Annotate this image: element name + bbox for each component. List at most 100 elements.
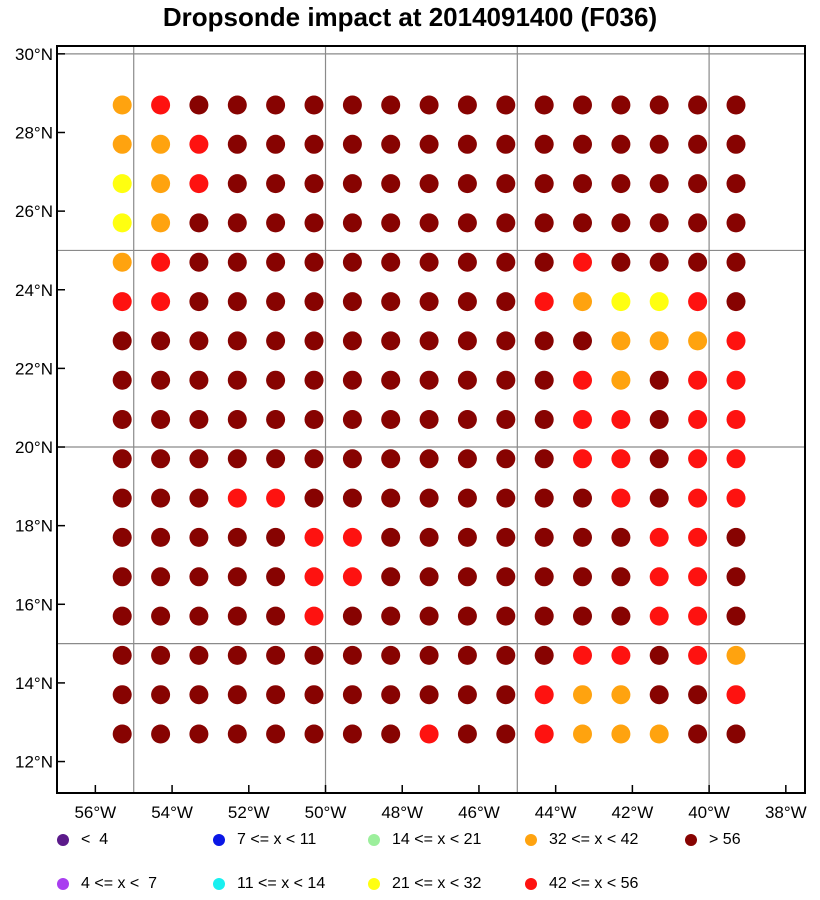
legend-swatch: [213, 834, 225, 846]
dropsonde-point: [381, 685, 401, 705]
legend-label: 32 <= x < 42: [549, 831, 639, 848]
legend-item: < 4: [57, 830, 108, 850]
dropsonde-point: [304, 527, 324, 547]
lon-tick-label: 56°W: [74, 803, 116, 822]
dropsonde-point: [419, 292, 439, 312]
dropsonde-point: [151, 331, 171, 351]
dropsonde-point: [342, 292, 362, 312]
dropsonde-point: [726, 567, 746, 587]
dropsonde-point: [649, 645, 669, 665]
lon-tick-label: 52°W: [228, 803, 270, 822]
lat-tick-label: 30°N: [15, 45, 53, 64]
dropsonde-point: [688, 174, 708, 194]
dropsonde-point: [266, 645, 286, 665]
dropsonde-point: [419, 527, 439, 547]
dropsonde-point: [534, 370, 554, 390]
dropsonde-point: [151, 252, 171, 272]
dropsonde-point: [688, 449, 708, 469]
dropsonde-point: [304, 331, 324, 351]
dropsonde-point: [381, 724, 401, 744]
dropsonde-point: [611, 174, 631, 194]
dropsonde-point: [726, 174, 746, 194]
dropsonde-point: [189, 370, 209, 390]
dropsonde-point: [151, 645, 171, 665]
dropsonde-point: [611, 252, 631, 272]
dropsonde-point: [227, 724, 247, 744]
legend-item: 4 <= x < 7: [57, 874, 157, 894]
dropsonde-point: [266, 527, 286, 547]
dropsonde-point: [457, 95, 477, 115]
dropsonde-point: [151, 292, 171, 312]
dropsonde-point: [266, 95, 286, 115]
legend-label: 7 <= x < 11: [237, 831, 317, 848]
dropsonde-point: [419, 606, 439, 626]
dropsonde-point: [112, 331, 132, 351]
dropsonde-point: [266, 292, 286, 312]
dropsonde-point: [381, 645, 401, 665]
dropsonde-point: [496, 685, 516, 705]
dropsonde-point: [726, 685, 746, 705]
dropsonde-point: [151, 606, 171, 626]
legend-swatch: [368, 878, 380, 890]
dropsonde-point: [726, 527, 746, 547]
dropsonde-point: [227, 645, 247, 665]
latitude-tick-labels: 12°N 14°N 16°N 18°N 20°N 22°N 24°N 26°N 28°N 30°N: [15, 45, 65, 772]
legend-item: 32 <= x < 42: [525, 830, 638, 850]
dropsonde-point: [534, 410, 554, 429]
dropsonde-point: [342, 134, 362, 154]
dropsonde-point: [573, 645, 592, 665]
dropsonde-point: [266, 567, 286, 587]
dropsonde-point: [266, 134, 286, 154]
dropsonde-point: [342, 213, 362, 233]
dropsonde-point: [649, 174, 669, 194]
dropsonde-point: [381, 292, 401, 312]
dropsonde-point: [189, 174, 209, 194]
dropsonde-point: [342, 527, 362, 547]
dropsonde-point: [534, 134, 554, 154]
dropsonde-point: [649, 134, 669, 154]
dropsonde-point: [112, 685, 132, 705]
dropsonde-point: [534, 606, 554, 626]
dropsonde-point: [496, 410, 516, 429]
dropsonde-point: [381, 488, 401, 508]
dropsonde-point: [496, 292, 516, 312]
dropsonde-point: [573, 567, 592, 587]
dropsonde-point: [266, 370, 286, 390]
dropsonde-point: [381, 95, 401, 115]
lon-tick-label: 48°W: [381, 803, 423, 822]
dropsonde-point: [266, 488, 286, 508]
dropsonde-point: [611, 527, 631, 547]
legend-swatch: [57, 834, 69, 846]
dropsonde-point: [189, 252, 209, 272]
dropsonde-point: [189, 606, 209, 626]
lon-tick-label: 42°W: [612, 803, 654, 822]
dropsonde-point: [649, 292, 669, 312]
dropsonde-point: [611, 410, 631, 429]
dropsonde-point: [112, 252, 132, 272]
dropsonde-point: [726, 606, 746, 626]
lat-tick-label: 18°N: [15, 517, 53, 536]
dropsonde-point: [534, 213, 554, 233]
dropsonde-point: [112, 370, 132, 390]
legend-label: 42 <= x < 56: [549, 875, 639, 892]
dropsonde-point: [266, 331, 286, 351]
dropsonde-point: [304, 449, 324, 469]
dropsonde-point: [457, 292, 477, 312]
dropsonde-point: [496, 252, 516, 272]
dropsonde-point: [611, 488, 631, 508]
dropsonde-point: [342, 567, 362, 587]
dropsonde-point: [227, 331, 247, 351]
dropsonde-point: [573, 606, 592, 626]
dropsonde-point: [227, 685, 247, 705]
dropsonde-point: [189, 410, 209, 429]
dropsonde-point: [457, 606, 477, 626]
dropsonde-point: [419, 724, 439, 744]
dropsonde-point: [227, 174, 247, 194]
dropsonde-point: [419, 567, 439, 587]
dropsonde-point: [266, 606, 286, 626]
dropsonde-point: [112, 449, 132, 469]
legend-item: 11 <= x < 14: [213, 874, 325, 894]
dropsonde-point: [227, 488, 247, 508]
dropsonde-point: [112, 95, 132, 115]
